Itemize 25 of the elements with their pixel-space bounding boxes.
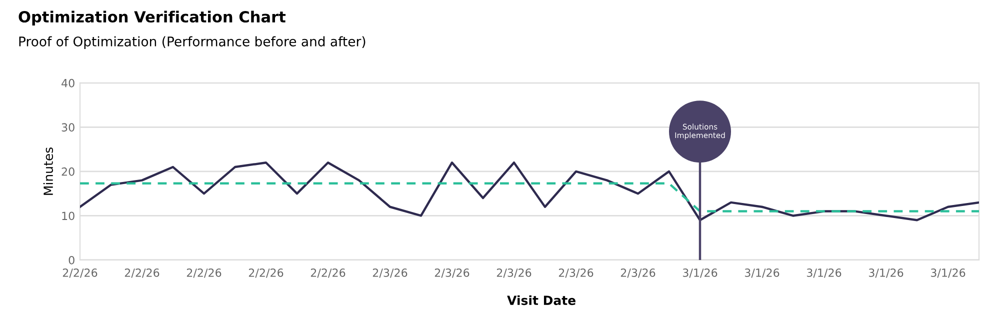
x-tick-label: 2/3/26 [620, 268, 656, 278]
x-tick-label: 2/2/26 [248, 268, 284, 278]
y-tick-label: 40 [62, 78, 74, 88]
y-tick-label: 10 [62, 212, 74, 220]
x-tick-label: 3/1/26 [744, 268, 780, 278]
x-tick-label: 2/3/26 [434, 268, 470, 278]
x-tick-label: 2/2/26 [186, 268, 222, 278]
x-tick-label: 3/1/26 [682, 268, 718, 278]
x-axis-title: Visit Date [507, 295, 576, 306]
line-series [80, 162, 979, 222]
x-tick-label: 3/1/26 [806, 268, 842, 278]
chart-title: Optimization Verification Chart [18, 10, 286, 26]
y-tick-label: 30 [62, 123, 74, 132]
x-tick-label: 2/2/26 [124, 268, 160, 278]
x-tick-label: 2/2/26 [62, 268, 98, 278]
x-tick-label: 2/3/26 [496, 268, 532, 278]
y-tick-label: 0 [68, 256, 74, 264]
x-tick-label: 2/2/26 [310, 268, 346, 278]
y-axis-title: Minutes [43, 147, 54, 195]
chart-subtitle: Proof of Optimization (Performance before and after) [19, 36, 366, 49]
x-tick-label: 2/3/26 [372, 268, 408, 278]
x-tick-label: 3/1/26 [930, 268, 966, 278]
x-tick-label: 2/3/26 [558, 268, 594, 278]
x-tick-label: 3/1/26 [868, 268, 904, 278]
y-tick-label: 20 [62, 167, 74, 176]
